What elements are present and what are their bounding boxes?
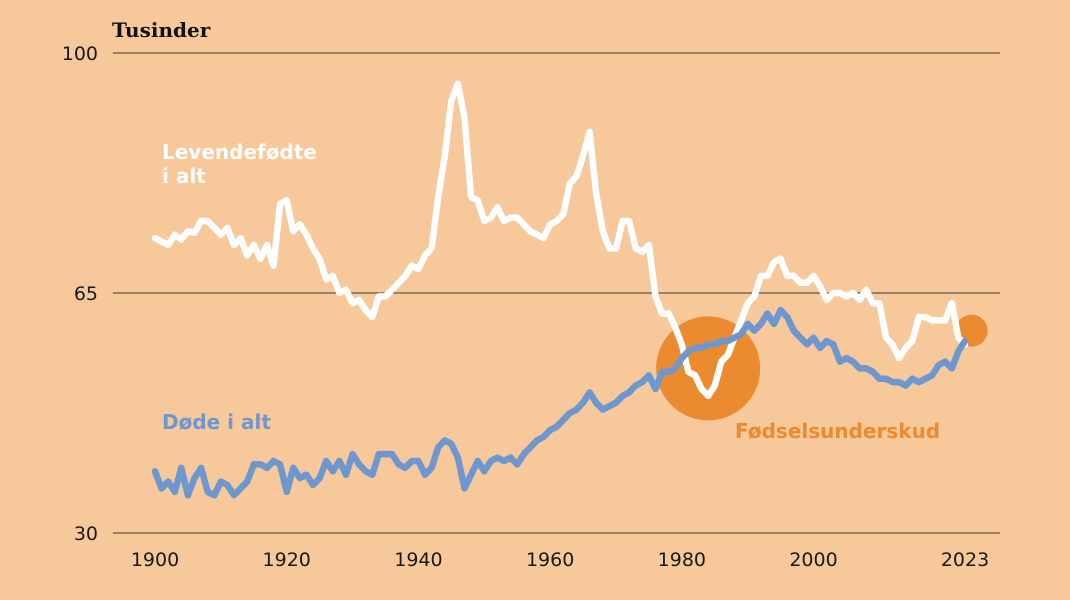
y-unit-label: Tusinder xyxy=(112,18,211,42)
births-line xyxy=(151,80,969,400)
y-tick-label: 30 xyxy=(74,523,98,545)
y-tick-label: 65 xyxy=(74,283,98,305)
deaths-label: Døde i alt xyxy=(162,410,271,434)
y-tick-label: 100 xyxy=(62,43,98,65)
x-tick-label: 1960 xyxy=(526,549,574,571)
x-tick-label: 1940 xyxy=(394,549,442,571)
y-tick-labels: 100 65 30 xyxy=(62,43,98,545)
x-tick-labels: 1900 1920 1940 1960 1980 2000 2023 xyxy=(131,549,989,571)
x-tick-label: 2000 xyxy=(789,549,837,571)
x-tick-label: 1900 xyxy=(131,549,179,571)
x-tick-label: 1980 xyxy=(658,549,706,571)
births-label-line: i alt xyxy=(162,164,206,188)
x-tick-label: 2023 xyxy=(941,549,989,571)
births-label-line: Levendefødte xyxy=(162,140,317,164)
series-lines xyxy=(151,80,969,499)
deficit-label: Fødselsunderskud xyxy=(735,419,940,443)
deaths-line xyxy=(151,306,969,499)
x-tick-label: 1920 xyxy=(263,549,311,571)
